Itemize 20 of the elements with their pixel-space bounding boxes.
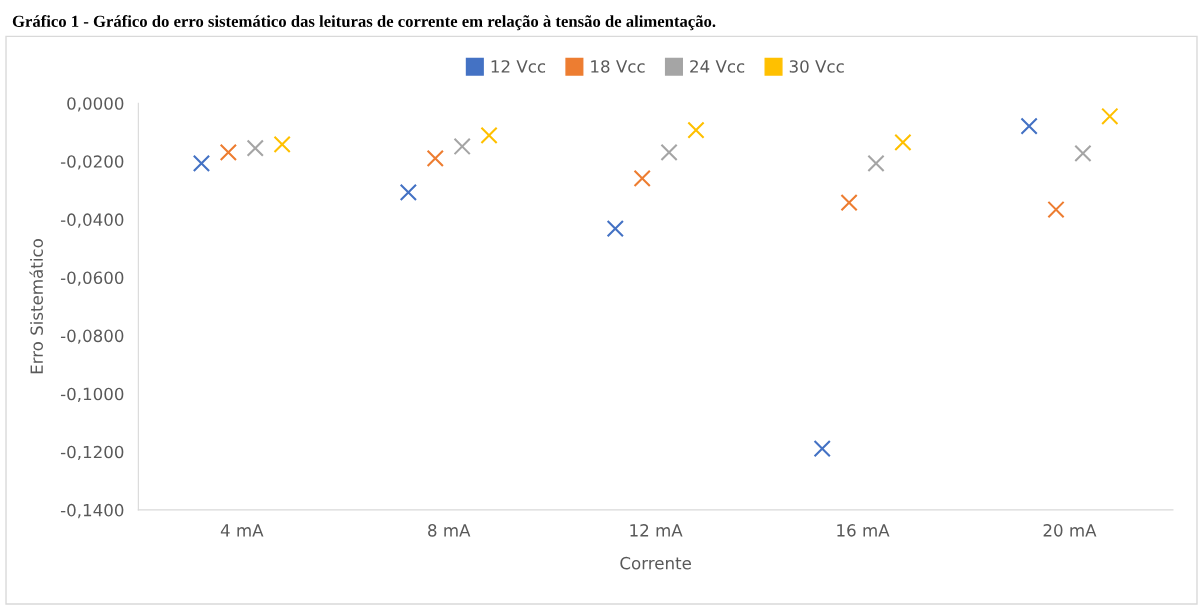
legend-label: 30 Vcc xyxy=(789,60,844,73)
legend-label: 18 Vcc xyxy=(591,60,645,73)
x-tick-label: 8 mA xyxy=(428,524,471,537)
y-tick-label: -0,0600 xyxy=(60,271,124,286)
x-axis-title: Corrente xyxy=(620,556,691,570)
y-tick-label: -0,1200 xyxy=(60,445,124,461)
x-tick-label: 4 mA xyxy=(220,524,264,537)
legend-label: 12 Vcc xyxy=(491,60,546,73)
y-tick-label: -0,1400 xyxy=(60,503,124,519)
y-tick-label: -0,1000 xyxy=(60,387,124,402)
y-tick-label: -0,0800 xyxy=(60,329,124,344)
y-tick-label: 0,0000 xyxy=(67,97,124,112)
x-tick-label: 12 mA xyxy=(630,524,683,537)
chart-title: Gráfico 1 - Gráfico do erro sistemático das leituras de corrente em relação à tensão de alimentação. xyxy=(12,15,716,31)
y-tick-label: -0,0200 xyxy=(60,155,124,170)
y-tick-label: -0,0400 xyxy=(60,213,124,228)
legend-label: 24 Vcc xyxy=(690,60,745,73)
y-axis-title: Erro Sistemático xyxy=(29,239,44,374)
x-tick-label: 16 mA xyxy=(837,524,890,537)
x-tick-label: 20 mA xyxy=(1043,524,1097,537)
